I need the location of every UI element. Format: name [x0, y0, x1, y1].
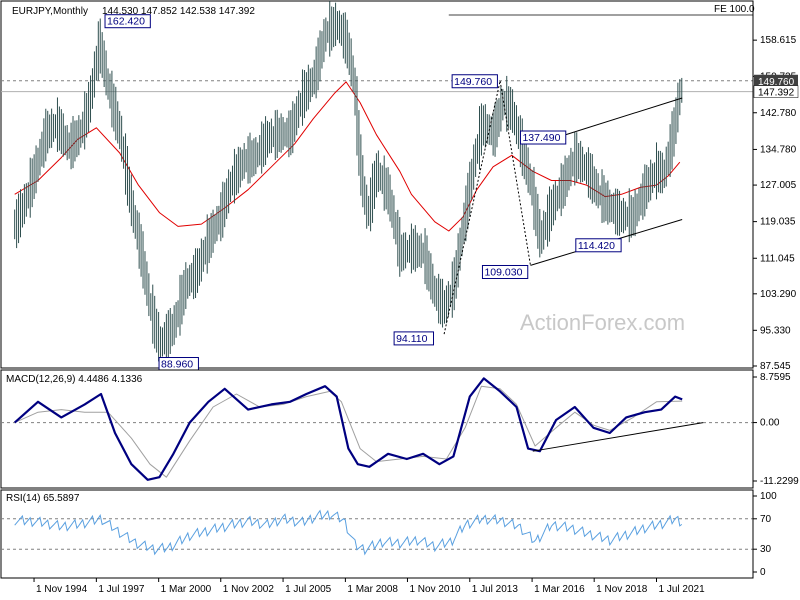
- x-tick-label: 1 Nov 2002: [223, 584, 275, 595]
- x-tick-label: 1 Mar 2000: [161, 584, 212, 595]
- price-annotation-box: [519, 130, 567, 145]
- rsi-panel-frame: [0, 489, 754, 579]
- price-annotation-label: 88.960: [161, 359, 193, 371]
- price-tag-last-text: 147.392: [758, 88, 795, 99]
- price-y-tick-label: 87.545: [760, 361, 791, 372]
- price-sma-layer: [14, 81, 681, 232]
- rsi-levels: [1, 518, 753, 550]
- price-annotation-label: 114.420: [578, 240, 615, 252]
- x-tick-label: 1 Nov 2018: [596, 584, 648, 595]
- x-tick-label: 1 Mar 2008: [347, 584, 398, 595]
- rsi-line: [14, 509, 683, 556]
- price-panel-frame: [0, 0, 754, 369]
- dashed-wave-line-up: [443, 80, 501, 335]
- macd-y-axis: 8.7595 0.00 -11.2299: [752, 370, 799, 488]
- price-annotation-box: [481, 264, 529, 279]
- macd-lines: [13, 377, 704, 481]
- x-axis: 1 Nov 1994 1 Jul 1997 1 Mar 2000 1 Nov 2002…: [1, 577, 753, 595]
- price-tag-last-bg: [753, 85, 799, 98]
- macd-signal-line: [14, 385, 683, 478]
- price-y-tick-label: 134.780: [760, 144, 797, 155]
- macd-trendline: [532, 422, 704, 452]
- price-panel-header-symbol: EURJPY,Monthly: [12, 6, 88, 17]
- price-y-tick-label: 119.035: [760, 217, 796, 228]
- macd-panel: MACD(12,26,9) 4.4486 4.1336 8.7595 0.00 -1…: [0, 369, 799, 489]
- macd-y-tick-label: 8.7595: [760, 372, 791, 383]
- macd-y-tick-label: 0.00: [760, 418, 780, 429]
- price-bars-layer: [14, 1, 683, 362]
- price-annotation-label: 109.030: [484, 266, 522, 278]
- price-annotation-label: 137.490: [522, 132, 560, 144]
- price-annotations: 162.42088.960169.96094.110149.760109.030…: [104, 14, 622, 372]
- rsi-y-tick-label: 70: [760, 514, 772, 525]
- rsi-y-tick-label: 100: [760, 491, 777, 502]
- price-panel-header-ohlc: 144.530 147.852 142.538 147.392: [102, 6, 255, 17]
- price-tag-149760-text: 149.760: [758, 77, 795, 88]
- x-tick-label: 1 Nov 2010: [409, 584, 461, 595]
- price-annotation-label: 162.420: [107, 16, 145, 28]
- price-annotation-label: 94.110: [396, 333, 427, 345]
- price-y-tick-label: 111.045: [760, 253, 795, 264]
- price-tag-149760-bg: [754, 74, 798, 87]
- rsi-line-layer: [14, 509, 683, 556]
- watermark: ActionForex.com: [520, 310, 685, 335]
- price-panel: EURJPY,Monthly 144.530 147.852 142.538 1…: [0, 0, 799, 372]
- rsi-y-tick-label: 30: [760, 544, 772, 555]
- fe-100-level-label: FE 100.0: [714, 4, 755, 15]
- macd-y-tick-label: -11.2299: [760, 476, 799, 487]
- price-y-tick-label: 127.005: [760, 180, 797, 191]
- price-y-tick-label: 95.330: [760, 325, 791, 336]
- macd-panel-frame: [0, 369, 754, 489]
- x-tick-label: 1 Mar 2016: [534, 584, 585, 595]
- price-annotation-label: 149.760: [454, 76, 492, 88]
- x-tick-label: 1 Nov 1994: [36, 584, 88, 595]
- x-tick-label: 1 Jul 2005: [285, 584, 332, 595]
- rsi-panel: RSI(14) 65.5897 100 70 30 0: [0, 489, 777, 579]
- rsi-y-axis: 100 70 30 0: [752, 490, 777, 578]
- upper-channel-line: [558, 97, 683, 138]
- x-tick-label: 1 Jul 2013: [472, 584, 519, 595]
- price-y-tick-label: 103.290: [760, 289, 797, 300]
- price-annotation-box: [451, 74, 498, 89]
- macd-main-line: [13, 377, 683, 481]
- price-annotation-box: [393, 331, 435, 346]
- rsi-panel-title: RSI(14) 65.5897: [6, 493, 80, 504]
- price-annotation-box: [104, 14, 151, 29]
- x-tick-label: 1 Jul 2021: [658, 584, 705, 595]
- macd-panel-title: MACD(12,26,9) 4.4486 4.1336: [6, 374, 143, 385]
- dashed-wave-line-down: [499, 80, 531, 266]
- price-levels: FE 100.0: [1, 4, 755, 93]
- sma-line: [14, 81, 681, 232]
- rsi-y-tick-label: 0: [760, 567, 766, 578]
- price-y-axis: 158.615150.725142.780134.780127.005119.0…: [752, 1, 799, 372]
- price-y-tick-label: 142.780: [760, 108, 797, 119]
- price-y-tick-label: 158.615: [760, 35, 797, 46]
- x-tick-label: 1 Jul 1997: [98, 584, 145, 595]
- price-annotation-box: [575, 238, 622, 253]
